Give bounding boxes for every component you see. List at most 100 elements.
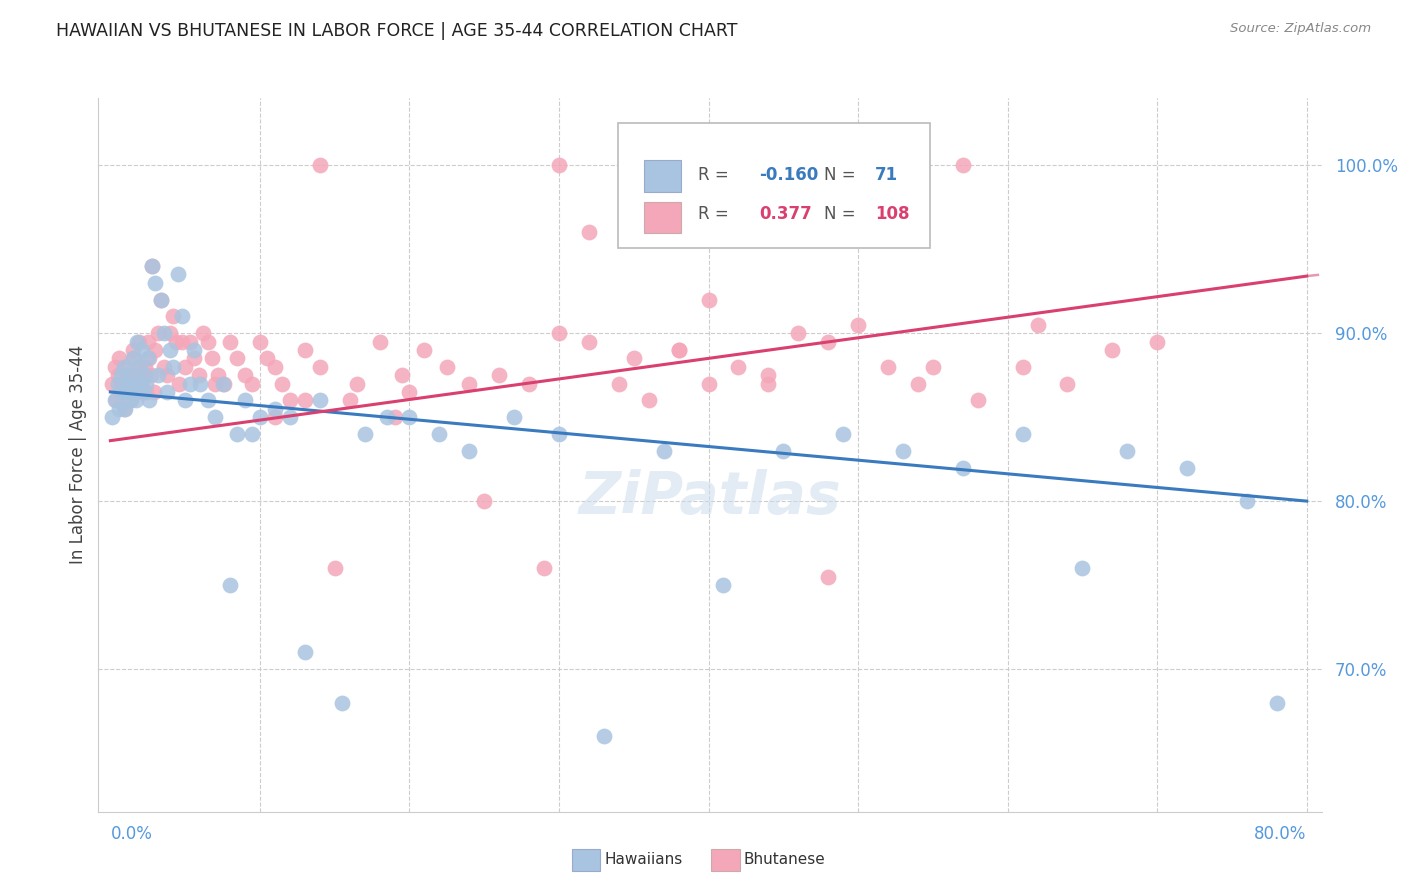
FancyBboxPatch shape xyxy=(644,202,681,233)
Point xyxy=(191,326,214,341)
Point xyxy=(578,334,600,349)
Point xyxy=(153,326,176,341)
Point xyxy=(1011,426,1033,441)
Point xyxy=(398,384,420,399)
Point xyxy=(150,293,173,307)
Point xyxy=(111,384,134,399)
Point xyxy=(135,384,157,399)
Point xyxy=(117,384,139,399)
Point xyxy=(129,359,152,374)
Point xyxy=(242,376,264,391)
Point xyxy=(668,343,690,357)
Point xyxy=(1101,343,1123,357)
Point xyxy=(141,259,163,273)
Point xyxy=(891,443,914,458)
Point xyxy=(652,443,675,458)
Point xyxy=(517,376,540,391)
Point xyxy=(256,351,278,366)
Point xyxy=(174,359,197,374)
Point xyxy=(148,326,170,341)
Point xyxy=(952,460,974,475)
Point xyxy=(458,376,481,391)
Point xyxy=(166,268,188,282)
Point xyxy=(233,368,256,383)
Y-axis label: In Labor Force | Age 35-44: In Labor Force | Age 35-44 xyxy=(69,345,87,565)
Point xyxy=(165,334,187,349)
Point xyxy=(413,343,436,357)
Point xyxy=(308,393,330,408)
Point xyxy=(107,376,129,391)
Point xyxy=(197,334,219,349)
Point xyxy=(172,310,194,324)
Point xyxy=(249,410,271,425)
Point xyxy=(128,359,150,374)
Text: R =: R = xyxy=(697,166,734,184)
Text: N =: N = xyxy=(824,205,860,223)
Point xyxy=(772,443,794,458)
Point xyxy=(107,368,129,383)
Point xyxy=(384,410,406,425)
Point xyxy=(118,393,141,408)
Point xyxy=(120,368,142,383)
Point xyxy=(368,334,391,349)
Point xyxy=(114,359,136,374)
Point xyxy=(104,359,127,374)
Point xyxy=(104,393,127,408)
Point xyxy=(114,401,136,416)
Point xyxy=(201,351,224,366)
Point xyxy=(153,359,176,374)
Point xyxy=(548,158,571,172)
Point xyxy=(172,334,194,349)
Point xyxy=(219,578,242,592)
Point xyxy=(197,393,219,408)
Point xyxy=(294,393,316,408)
Text: Source: ZipAtlas.com: Source: ZipAtlas.com xyxy=(1230,22,1371,36)
Point xyxy=(167,376,190,391)
Point xyxy=(697,293,720,307)
Text: 80.0%: 80.0% xyxy=(1254,825,1306,843)
Point xyxy=(264,410,287,425)
Point xyxy=(101,376,124,391)
Point xyxy=(1265,696,1288,710)
Point xyxy=(436,359,458,374)
Point xyxy=(204,376,226,391)
Point xyxy=(138,351,160,366)
Point xyxy=(226,426,249,441)
Point xyxy=(207,368,229,383)
Point xyxy=(136,334,159,349)
Point xyxy=(204,410,226,425)
Point xyxy=(127,334,149,349)
Point xyxy=(503,410,526,425)
Point xyxy=(134,359,156,374)
Point xyxy=(112,359,135,374)
Point xyxy=(105,393,128,408)
Text: Hawaiians: Hawaiians xyxy=(605,853,683,867)
Point xyxy=(323,561,346,575)
Point xyxy=(488,368,510,383)
Point xyxy=(727,359,749,374)
Point xyxy=(846,318,869,332)
Point xyxy=(264,401,287,416)
Point xyxy=(101,410,124,425)
Text: -0.160: -0.160 xyxy=(759,166,818,184)
Point xyxy=(159,326,181,341)
Point xyxy=(271,376,294,391)
Point xyxy=(294,343,316,357)
Point xyxy=(427,426,450,441)
Point xyxy=(548,426,571,441)
Point xyxy=(391,368,413,383)
Point xyxy=(346,376,368,391)
Point xyxy=(183,343,205,357)
Point xyxy=(156,368,179,383)
Text: Bhutanese: Bhutanese xyxy=(744,853,825,867)
Point xyxy=(1236,494,1258,508)
Text: 0.0%: 0.0% xyxy=(111,825,152,843)
Text: ZiPatlas: ZiPatlas xyxy=(579,469,841,526)
Point xyxy=(131,376,153,391)
Point xyxy=(533,561,555,575)
Point xyxy=(179,376,201,391)
Text: N =: N = xyxy=(824,166,860,184)
FancyBboxPatch shape xyxy=(619,123,931,248)
Point xyxy=(907,376,929,391)
Point xyxy=(578,226,600,240)
